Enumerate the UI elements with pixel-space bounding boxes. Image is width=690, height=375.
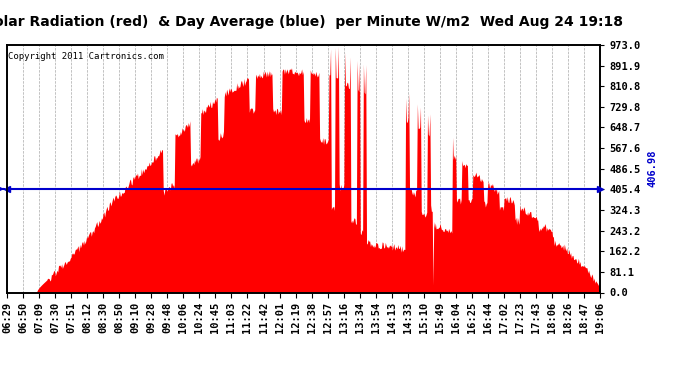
Text: 406.98: 406.98 <box>647 150 657 188</box>
Text: Solar Radiation (red)  & Day Average (blue)  per Minute W/m2  Wed Aug 24 19:18: Solar Radiation (red) & Day Average (blu… <box>0 15 623 29</box>
Text: Copyright 2011 Cartronics.com: Copyright 2011 Cartronics.com <box>8 53 164 62</box>
